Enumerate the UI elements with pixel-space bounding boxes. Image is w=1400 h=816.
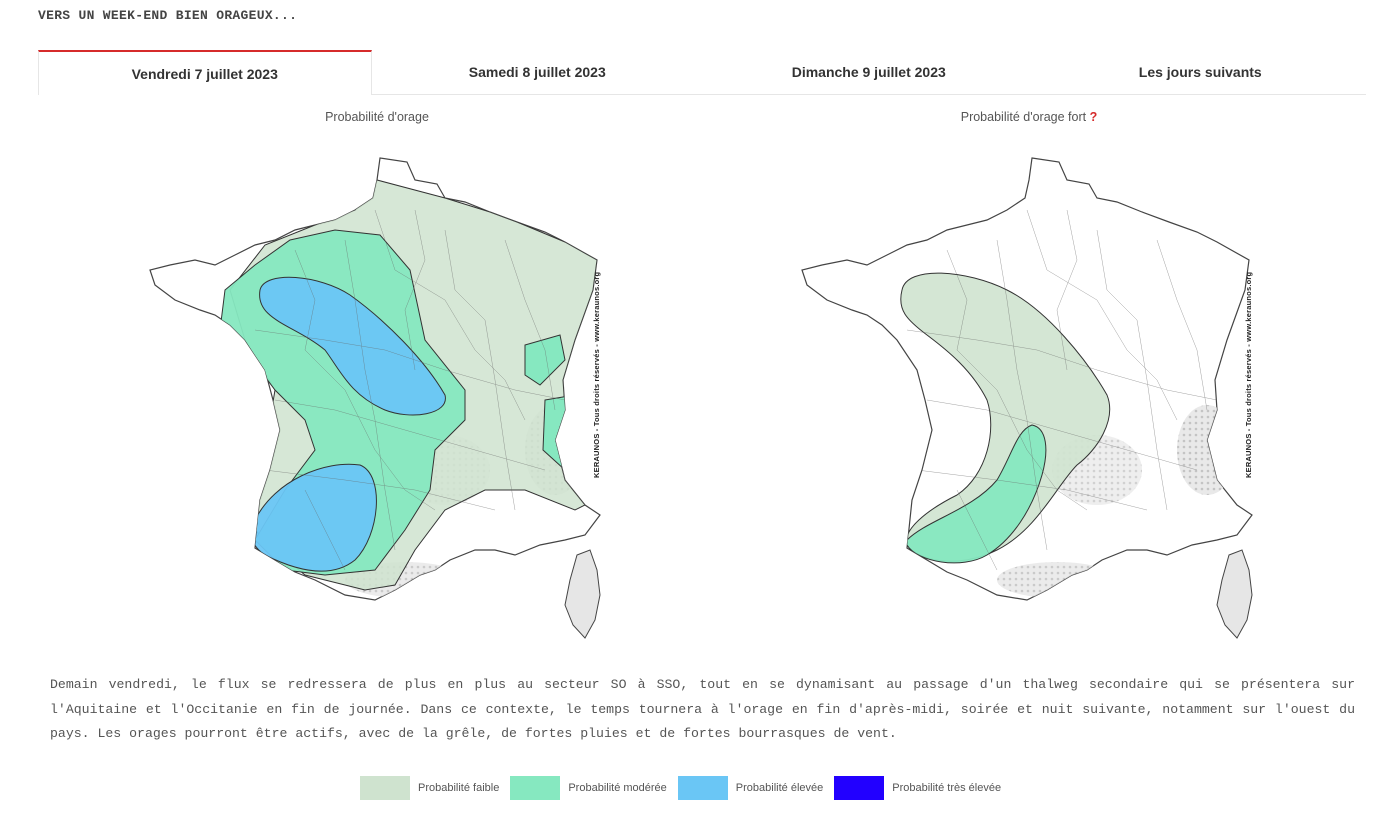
zone-elevee-nord <box>259 276 446 416</box>
forecast-description: Demain vendredi, le flux se redressera d… <box>50 677 1355 742</box>
tab-samedi[interactable]: Samedi 8 juillet 2023 <box>468 64 606 80</box>
legend-item-faible: Probabilité faible <box>360 776 499 800</box>
zone-moderee <box>906 424 1047 564</box>
tab-vendredi[interactable]: Vendredi 7 juillet 2023 <box>38 50 372 95</box>
zone-moderee-alpes <box>524 334 566 386</box>
right-map-title: Probabilité d'orage fort ? <box>829 110 1229 124</box>
article-headline: VERS UN WEEK-END BIEN ORAGEUX... <box>38 8 298 23</box>
tab-dimanche[interactable]: Dimanche 9 juillet 2023 <box>791 64 946 80</box>
legend-label-tres-elevee: Probabilité très élevée <box>892 782 1002 794</box>
left-map-title: Probabilité d'orage <box>177 110 577 124</box>
corsica-outline <box>564 549 601 639</box>
corsica-outline <box>1216 549 1253 639</box>
probability-legend: Probabilité faible Probabilité modérée P… <box>360 776 1012 800</box>
left-storm-probability-map <box>149 157 601 639</box>
legend-item-moderee: Probabilité modérée <box>510 776 667 800</box>
legend-swatch-faible <box>360 776 410 800</box>
legend-swatch-tres-elevee <box>834 776 885 800</box>
legend-swatch-moderee <box>510 776 561 800</box>
legend-swatch-elevee <box>677 776 728 800</box>
day-tabs: Vendredi 7 juillet 2023 Samedi 8 juillet… <box>38 50 1366 95</box>
help-question-icon[interactable]: ? <box>1089 110 1098 124</box>
right-strong-storm-map <box>801 157 1253 639</box>
legend-label-faible: Probabilité faible <box>418 782 500 794</box>
legend-label-elevee: Probabilité élevée <box>735 782 824 794</box>
left-map-title-text: Probabilité d'orage <box>325 110 429 124</box>
legend-label-moderee: Probabilité modérée <box>568 782 667 794</box>
legend-item-tres-elevee: Probabilité très élevée <box>834 776 1001 800</box>
tab-jours-suivants[interactable]: Les jours suivants <box>1138 64 1262 80</box>
right-map-credit: KERAUNOS - Tous droits réservés - www.ke… <box>1244 271 1253 478</box>
legend-item-elevee: Probabilité élevée <box>677 776 824 800</box>
left-map-credit: KERAUNOS - Tous droits réservés - www.ke… <box>592 271 601 478</box>
right-map-title-text: Probabilité d'orage fort <box>960 110 1087 124</box>
